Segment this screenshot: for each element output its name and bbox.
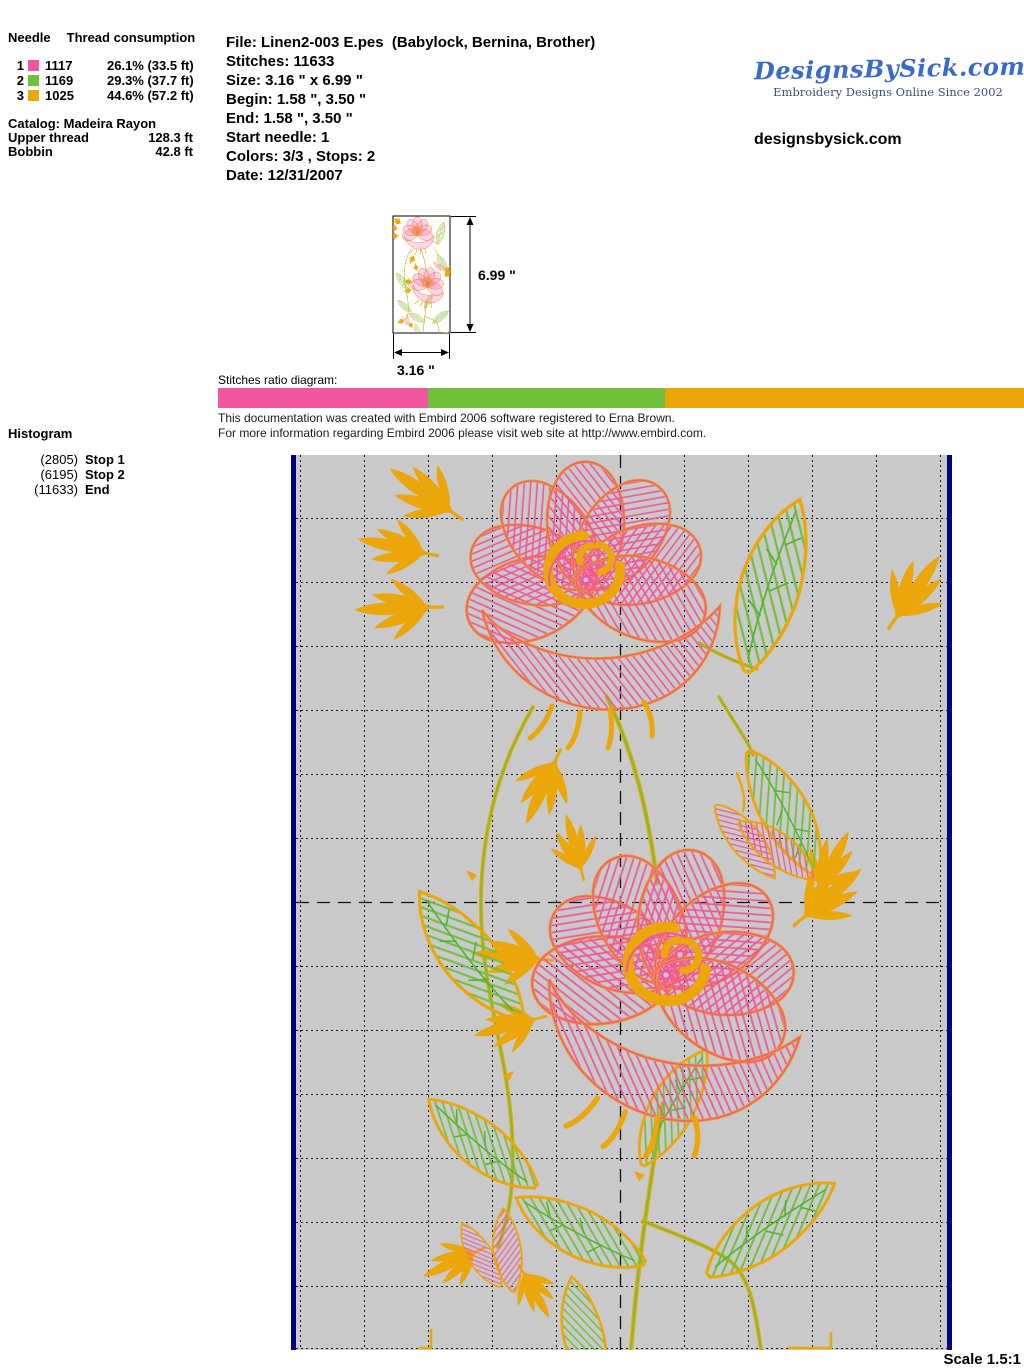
needle-row: 1 1117 26.1% (33.5 ft) <box>8 58 218 73</box>
credits-line1: This documentation was created with Embi… <box>218 411 675 425</box>
needle-number: 1 <box>16 58 24 73</box>
bobbin-value: 42.8 ft <box>155 144 193 159</box>
catalog-block: Catalog: Madeira Rayon Upper thread 128.… <box>8 116 218 159</box>
credits-line2: For more information regarding Embird 20… <box>218 426 707 440</box>
file-info-line: Size: 3.16 " x 6.99 " <box>226 72 363 89</box>
embroidery-preview <box>291 455 952 1370</box>
histogram-stitch-count: (2805) <box>40 452 78 467</box>
thread-code: 1117 <box>45 58 73 73</box>
ratio-segment-needle-3 <box>664 388 1024 408</box>
bobbin-label: Bobbin <box>8 144 53 159</box>
thread-code: 1169 <box>45 73 74 88</box>
thread-consumption: 44.6% (57.2 ft) <box>107 88 194 103</box>
thread-color-chip <box>28 75 39 86</box>
file-info: File: Linen2-003 E.pes (Babylock, Bernin… <box>226 33 595 185</box>
col-needle: Needle <box>8 30 51 45</box>
designsbysick-logo: DesignsBySick.com <box>753 51 1024 86</box>
stitches-ratio-bar <box>218 388 1024 408</box>
upper-thread-label: Upper thread <box>8 130 89 145</box>
logo-tagline: Embroidery Designs Online Since 2002 <box>773 85 1003 99</box>
height-dimension-label: 6.99 " <box>478 267 516 283</box>
file-info-line: End: 1.58 ", 3.50 " <box>226 110 353 127</box>
file-info-line: Colors: 3/3 , Stops: 2 <box>226 148 376 165</box>
needle-number: 3 <box>16 88 24 103</box>
hoop-border-left <box>291 455 296 1350</box>
needle-table: Needle Thread consumption 1 1117 26.1% (33… <box>8 30 218 159</box>
needle-row: 2 1169 29.3% (37.7 ft) <box>8 73 218 88</box>
ratio-segment-needle-2 <box>428 388 665 408</box>
needle-rows: 1 1117 26.1% (33.5 ft) 2 1169 29.3% (37.7 ft)… <box>8 58 218 103</box>
design-thumbnail: 6.99 " 3.16 " <box>392 215 516 378</box>
file-info-line: File: Linen2-003 E.pes (Babylock, Bernin… <box>226 34 596 51</box>
needle-row: 3 1025 44.6% (57.2 ft) <box>8 88 218 103</box>
dimension-arrowheads <box>394 217 474 356</box>
stitches-ratio-label: Stitches ratio diagram: <box>218 373 338 387</box>
thread-code: 1025 <box>45 88 74 103</box>
histogram-row: (2805) Stop 1 <box>8 452 125 467</box>
histogram-stitch-count: (6195) <box>40 467 78 482</box>
file-info-line: Date: 12/31/2007 <box>226 167 343 184</box>
thread-consumption: 29.3% (37.7 ft) <box>107 73 194 88</box>
needle-table-header: Needle Thread consumption <box>8 30 218 45</box>
dimension-lines <box>393 216 476 359</box>
design-canvas <box>291 455 952 1370</box>
file-info-line: Stitches: 11633 <box>226 53 335 70</box>
histogram-stop-label: End <box>85 482 110 497</box>
histogram-title: Histogram <box>8 426 73 441</box>
width-dimension-label: 3.16 " <box>397 362 435 378</box>
histogram-row: (11633) End <box>8 482 125 497</box>
bobbin-line: Bobbin 42.8 ft <box>8 144 193 159</box>
brand-block: DesignsBySick.com Embroidery Designs Onl… <box>753 51 1024 149</box>
histogram-stitch-count: (11633) <box>34 482 78 497</box>
website-text: designsbysick.com <box>754 131 902 148</box>
histogram-stop-label: Stop 2 <box>85 467 125 482</box>
upper-thread-value: 128.3 ft <box>148 130 193 145</box>
file-info-line: Begin: 1.58 ", 3.50 " <box>226 91 367 108</box>
catalog-label: Catalog: Madeira Rayon <box>8 116 157 131</box>
ratio-segment-needle-1 <box>218 388 429 408</box>
needle-number: 2 <box>16 73 24 88</box>
histogram-entries: (2805) Stop 1 (6195) Stop 2 (11633) End <box>8 452 125 497</box>
catalog-line: Catalog: Madeira Rayon <box>8 116 193 131</box>
thread-consumption: 26.1% (33.5 ft) <box>107 58 194 73</box>
embird-credits: This documentation was created with Embi… <box>218 411 706 441</box>
scale-label: Scale 1.5:1 <box>943 1351 1021 1368</box>
thread-color-chip <box>28 90 39 101</box>
thread-color-chip <box>28 60 39 71</box>
rose-embroidery-design <box>351 455 952 1370</box>
jump-stitch-markers <box>419 1329 833 1350</box>
histogram-row: (6195) Stop 2 <box>8 467 125 482</box>
hoop-border-right <box>947 455 952 1350</box>
file-info-line: Start needle: 1 <box>226 129 330 146</box>
upper-thread-line: Upper thread 128.3 ft <box>8 130 193 145</box>
histogram-stop-label: Stop 1 <box>85 452 125 467</box>
col-thread-consumption: Thread consumption <box>66 30 196 45</box>
